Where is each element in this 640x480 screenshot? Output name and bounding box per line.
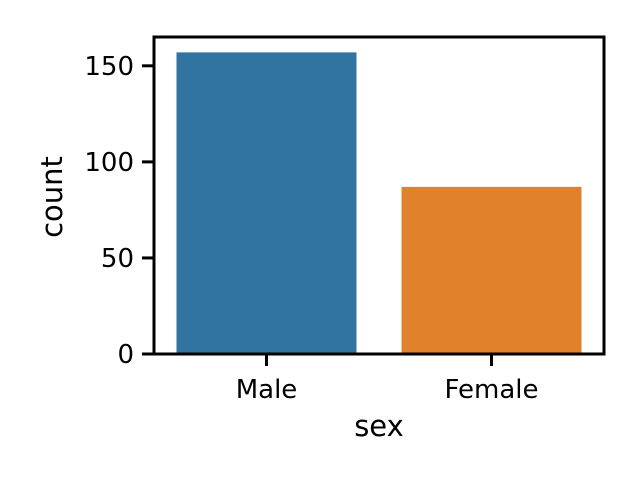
x-axis: Male Female bbox=[236, 354, 539, 405]
y-tick-label: 0 bbox=[117, 340, 134, 370]
y-tick-label: 50 bbox=[101, 244, 134, 274]
y-axis-label: count bbox=[35, 156, 69, 238]
y-axis: 0 50 100 150 bbox=[84, 52, 154, 370]
x-axis-label: sex bbox=[354, 409, 404, 443]
y-tick-label: 150 bbox=[84, 52, 134, 82]
y-tick-label: 100 bbox=[84, 148, 134, 178]
x-tick-label: Male bbox=[236, 375, 298, 405]
x-tick-label: Female bbox=[444, 375, 538, 405]
bar-male bbox=[176, 52, 357, 355]
bars bbox=[176, 52, 582, 355]
bar-female bbox=[401, 186, 582, 354]
plot-frame bbox=[152, 35, 606, 356]
